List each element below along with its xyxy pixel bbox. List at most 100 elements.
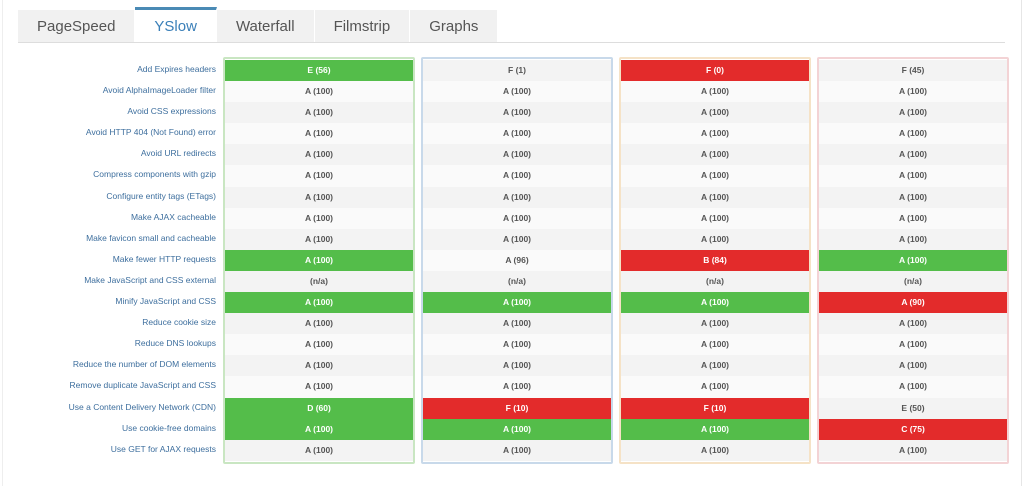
- grade-cell: A (100): [225, 313, 413, 335]
- grade-cell: A (100): [621, 207, 809, 229]
- rule-label[interactable]: Configure entity tags (ETags): [106, 190, 216, 201]
- grade-cell: A (100): [621, 334, 809, 356]
- grade-cell: A (100): [423, 144, 611, 166]
- rule-labels: Add Expires headers Avoid AlphaImageLoade…: [0, 59, 216, 460]
- tab-yslow[interactable]: YSlow: [135, 7, 217, 43]
- grade-cell: E (50): [819, 397, 1007, 419]
- grade-cell: E (56): [225, 60, 413, 82]
- rule-label[interactable]: Make favicon small and cacheable: [86, 232, 216, 243]
- tab-divider: [18, 42, 1005, 43]
- rule-label[interactable]: Remove duplicate JavaScript and CSS: [69, 380, 216, 391]
- grade-cell: A (100): [621, 355, 809, 377]
- grade-cell: A (100): [621, 439, 809, 461]
- rule-label[interactable]: Avoid AlphaImageLoader filter: [102, 85, 216, 96]
- tab-pagespeed[interactable]: PageSpeed: [18, 10, 136, 43]
- rule-label[interactable]: Minify JavaScript and CSS: [115, 296, 216, 307]
- grade-cell: A (100): [819, 439, 1007, 461]
- rule-label[interactable]: Use cookie-free domains: [121, 422, 216, 433]
- grade-cell: A (100): [423, 228, 611, 250]
- grade-cell: (n/a): [225, 270, 413, 293]
- rule-label[interactable]: Make AJAX cacheable: [130, 211, 216, 222]
- grade-cell: A (100): [621, 102, 809, 124]
- grade-cell: A (100): [423, 207, 611, 229]
- grade-cell: A (100): [225, 439, 413, 461]
- grade-cell: A (100): [225, 418, 413, 440]
- grade-cell: F (10): [423, 397, 611, 419]
- grade-cell: A (100): [621, 165, 809, 187]
- grade-cell: C (75): [819, 418, 1007, 440]
- grade-cell: (n/a): [423, 270, 611, 293]
- grade-cell: F (1): [423, 60, 611, 82]
- grade-cell: A (100): [225, 165, 413, 187]
- grade-cell: D (60): [225, 397, 413, 419]
- grade-cell: A (100): [423, 439, 611, 461]
- grade-cell: A (100): [819, 165, 1007, 187]
- grade-cell: A (100): [819, 102, 1007, 124]
- grade-cell: A (100): [423, 376, 611, 398]
- rule-label[interactable]: Reduce DNS lookups: [134, 338, 216, 349]
- grade-cell: A (100): [225, 376, 413, 398]
- grade-cell: A (100): [621, 376, 809, 398]
- grade-cell: A (100): [621, 292, 809, 314]
- grade-cell: A (100): [819, 123, 1007, 145]
- grade-cell: A (100): [819, 228, 1007, 250]
- grade-cell: A (100): [621, 418, 809, 440]
- grade-cell: A (100): [423, 81, 611, 103]
- grade-cell: A (100): [423, 186, 611, 208]
- rule-label[interactable]: Reduce the number of DOM elements: [72, 359, 216, 370]
- rule-label[interactable]: Add Expires headers: [137, 64, 216, 74]
- grade-cell: A (100): [819, 144, 1007, 166]
- grade-cell: A (100): [423, 355, 611, 377]
- grade-cell: A (100): [819, 355, 1007, 377]
- grade-cell: F (0): [621, 60, 809, 82]
- grade-cell: A (100): [423, 292, 611, 314]
- rule-label[interactable]: Avoid URL redirects: [140, 148, 216, 159]
- grade-column-2: F (1) A (100) A (100) A (100) A (100) A (100)…: [421, 57, 613, 464]
- tab-bar: PageSpeed YSlow Waterfall Filmstrip Graphs: [18, 7, 499, 43]
- grade-cell: A (100): [225, 81, 413, 103]
- rule-label[interactable]: Reduce cookie size: [142, 317, 216, 328]
- grade-cell: A (100): [423, 334, 611, 356]
- rule-label[interactable]: Use GET for AJAX requests: [110, 443, 216, 454]
- grade-cell: A (100): [225, 334, 413, 356]
- grade-cell: A (100): [819, 376, 1007, 398]
- grade-cell: A (100): [225, 102, 413, 124]
- grade-cell: A (96): [423, 249, 611, 271]
- grade-cell: (n/a): [621, 270, 809, 293]
- grade-cell: A (100): [819, 207, 1007, 229]
- rule-label[interactable]: Make fewer HTTP requests: [112, 253, 216, 264]
- rule-label[interactable]: Make JavaScript and CSS external: [84, 274, 216, 285]
- rule-label[interactable]: Compress components with gzip: [93, 169, 216, 180]
- grade-cell: A (100): [819, 249, 1007, 271]
- grade-cell: A (90): [819, 292, 1007, 314]
- grade-cell: A (100): [621, 123, 809, 145]
- grade-cell: A (100): [819, 313, 1007, 335]
- grade-cell: A (100): [423, 123, 611, 145]
- grade-cell: A (100): [225, 144, 413, 166]
- grade-cell: F (45): [819, 60, 1007, 82]
- grade-cell: A (100): [819, 334, 1007, 356]
- grade-cell: A (100): [225, 207, 413, 229]
- grade-cell: A (100): [423, 102, 611, 124]
- tab-graphs[interactable]: Graphs: [410, 10, 499, 43]
- grade-cell: (n/a): [819, 270, 1007, 293]
- grade-cell: A (100): [621, 313, 809, 335]
- grade-cell: A (100): [225, 249, 413, 271]
- rule-label[interactable]: Avoid CSS expressions: [127, 106, 216, 117]
- grade-cell: A (100): [225, 292, 413, 314]
- grade-cell: A (100): [225, 123, 413, 145]
- grade-cell: A (100): [621, 81, 809, 103]
- tab-filmstrip[interactable]: Filmstrip: [314, 10, 411, 43]
- grade-cell: F (10): [621, 397, 809, 419]
- grade-cell: A (100): [423, 165, 611, 187]
- grade-cell: A (100): [423, 313, 611, 335]
- grade-column-3: F (0) A (100) A (100) A (100) A (100) A (100)…: [619, 57, 811, 464]
- grade-cell: A (100): [819, 81, 1007, 103]
- grade-cell: A (100): [621, 186, 809, 208]
- grade-cell: B (84): [621, 249, 809, 271]
- grade-column-1: E (56) A (100) A (100) A (100) A (100) A (100…: [223, 57, 415, 464]
- rule-label[interactable]: Use a Content Delivery Network (CDN): [68, 401, 216, 412]
- rule-label[interactable]: Avoid HTTP 404 (Not Found) error: [85, 127, 216, 138]
- tab-waterfall[interactable]: Waterfall: [216, 10, 315, 43]
